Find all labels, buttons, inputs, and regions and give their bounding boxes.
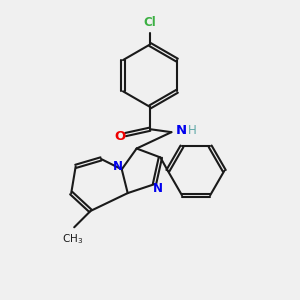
Text: CH$_3$: CH$_3$ [62,232,83,246]
Text: O: O [115,130,126,142]
Text: N: N [152,182,162,195]
Text: Cl: Cl [144,16,156,29]
Text: N: N [113,160,123,173]
Text: N: N [175,124,186,137]
Text: H: H [188,124,197,137]
